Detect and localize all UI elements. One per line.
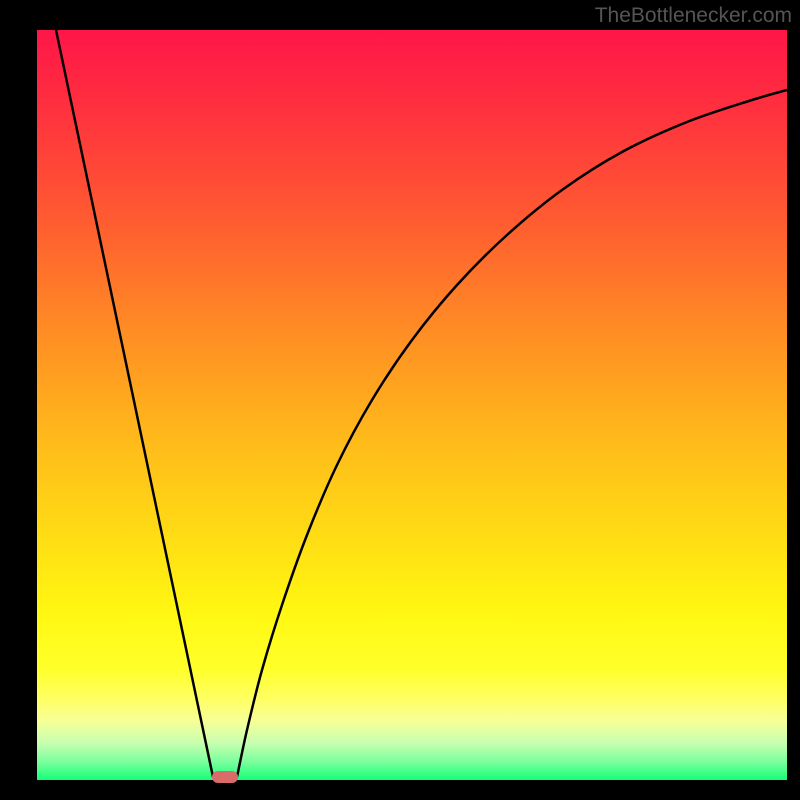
attribution-text: TheBottlenecker.com [595,4,792,28]
plot-area [37,30,787,780]
curve-svg [37,30,787,780]
curve-right-segment [237,90,787,777]
chart-container: TheBottlenecker.com [0,0,800,800]
curve-left-segment [56,30,213,777]
minimum-marker [212,771,238,783]
